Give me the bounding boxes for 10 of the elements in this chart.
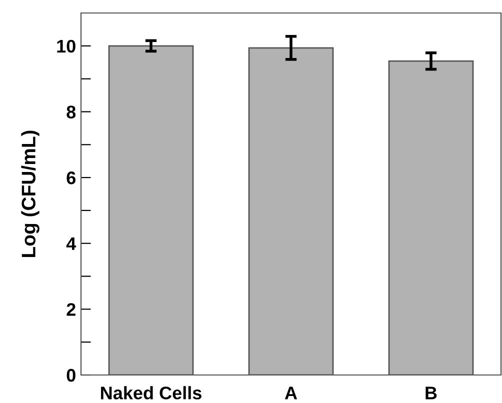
- x-tick-label: B: [426, 386, 437, 400]
- y-tick-label: 2: [66, 303, 76, 316]
- y-tick-label: 4: [66, 237, 76, 250]
- y-tick-label: 6: [66, 171, 76, 184]
- y-tick-label: 0: [66, 368, 76, 382]
- y-tick-label: 10: [57, 40, 76, 53]
- x-tick-label: A: [284, 386, 298, 400]
- x-tick-label: Naked Cells: [101, 386, 202, 400]
- y-axis-title: Log (CFU/mL): [21, 130, 40, 257]
- y-tick-label: 8: [66, 106, 76, 118]
